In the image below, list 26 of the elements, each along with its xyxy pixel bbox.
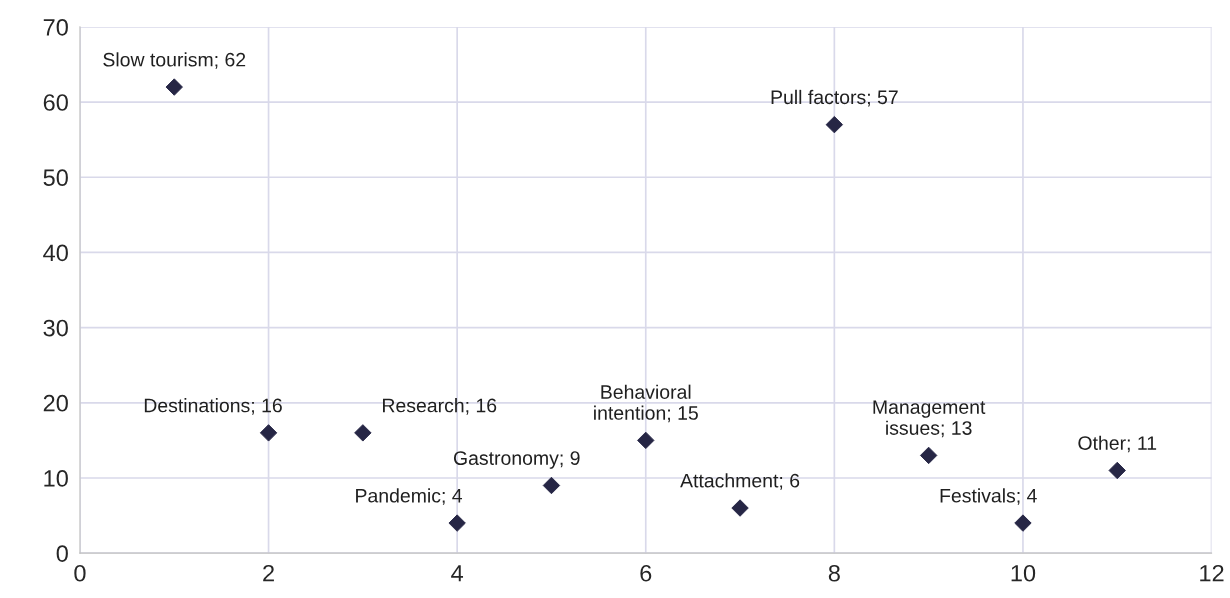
data-label: Management issues; 13 <box>873 400 986 438</box>
x-tick-label: 10 <box>1011 564 1036 582</box>
data-label: Behavioral intention; 15 <box>594 384 698 423</box>
data-label: Pandemic; 4 <box>356 488 463 505</box>
data-label: Gastronomy; 9 <box>453 451 580 469</box>
y-tick-label: 30 <box>43 319 68 337</box>
y-tick-label: 0 <box>56 545 68 562</box>
x-tick-label: 6 <box>640 564 652 582</box>
x-tick-label: 2 <box>263 564 274 582</box>
data-label: Attachment; 6 <box>680 473 800 490</box>
y-tick-label: 20 <box>43 394 68 412</box>
data-label: Festivals; 4 <box>940 488 1037 505</box>
data-label: Slow tourism; 62 <box>103 52 246 69</box>
x-tick-label: 0 <box>74 564 86 582</box>
x-tick-label: 12 <box>1200 564 1224 582</box>
y-tick-label: 50 <box>43 169 68 187</box>
data-label: Other; 11 <box>1078 435 1157 453</box>
y-tick-label: 40 <box>43 244 68 262</box>
x-tick-label: 8 <box>828 564 840 582</box>
data-label: Pull factors; 57 <box>771 89 898 107</box>
data-label: Research; 16 <box>383 398 497 415</box>
x-tick-label: 4 <box>451 565 464 582</box>
data-label: Destinations; 16 <box>144 398 282 415</box>
y-tick-label: 70 <box>43 18 68 36</box>
y-tick-label: 60 <box>43 94 68 111</box>
y-tick-label: 10 <box>44 470 68 487</box>
